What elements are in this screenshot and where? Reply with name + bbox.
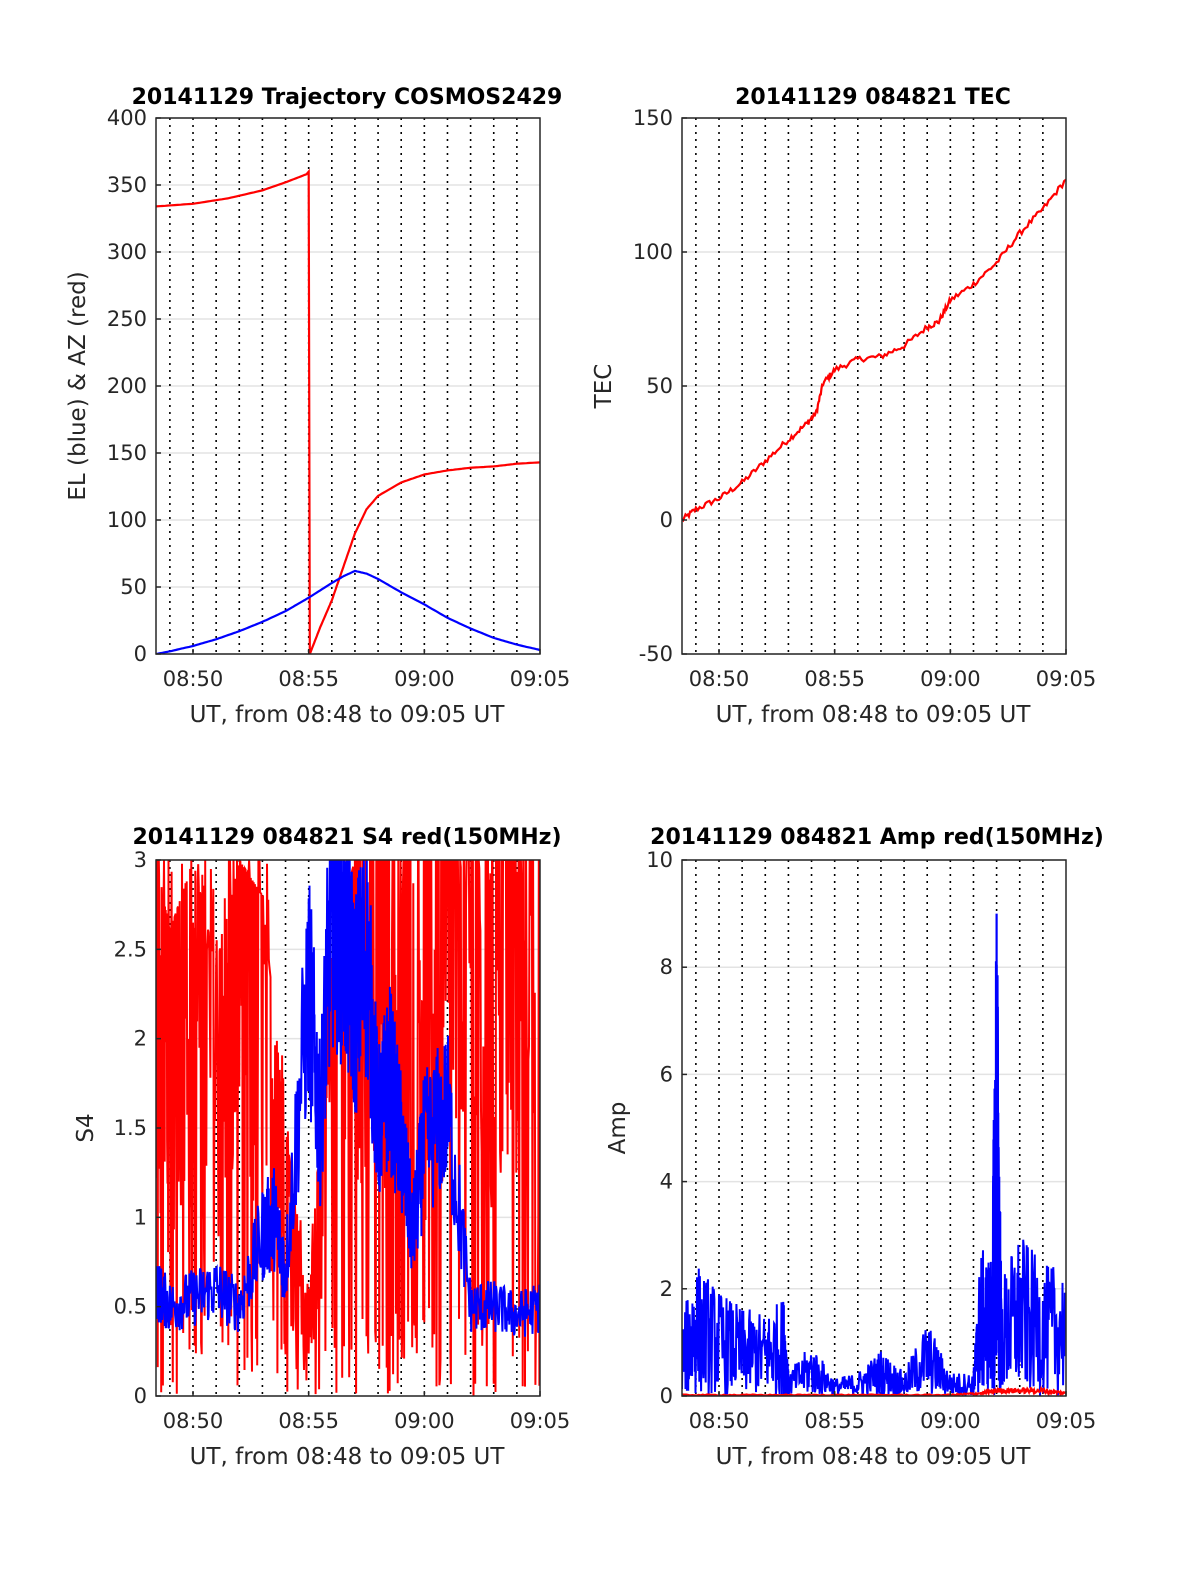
- y-tick-label: 1.5: [114, 1116, 147, 1140]
- x-tick-label: 09:05: [510, 1409, 571, 1433]
- panel-title: 20141129 Trajectory COSMOS2429: [132, 85, 563, 110]
- s4-panel: 20141129 084821 S4 red(150MHz) UT, from …: [73, 825, 570, 1470]
- y-tick-label: 50: [646, 374, 673, 398]
- y-tick-label: 2.5: [114, 937, 147, 961]
- y-tick-label: 2: [660, 1277, 673, 1301]
- x-tick-label: 08:50: [689, 1409, 750, 1433]
- panel-title: 20141129 084821 S4 red(150MHz): [132, 825, 561, 850]
- x-tick-label: 08:55: [278, 667, 339, 691]
- y-tick-label: 100: [633, 240, 673, 264]
- x-tick-label: 09:05: [1036, 667, 1097, 691]
- y-tick-label: 200: [107, 374, 147, 398]
- x-tick-label: 08:50: [163, 1409, 224, 1433]
- x-tick-label: 09:05: [510, 667, 571, 691]
- x-axis-label: UT, from 08:48 to 09:05 UT: [190, 702, 506, 728]
- x-tick-label: 08:55: [804, 667, 865, 691]
- y-tick-label: 6: [660, 1062, 673, 1086]
- x-axis-label: UT, from 08:48 to 09:05 UT: [190, 1444, 506, 1470]
- y-tick-label: 3: [134, 848, 147, 872]
- y-tick-label: 0: [134, 1384, 147, 1408]
- x-tick-label: 09:00: [394, 667, 455, 691]
- y-tick-label: 400: [107, 106, 147, 130]
- y-axis-label: TEC: [591, 364, 617, 410]
- y-tick-label: 0.5: [114, 1295, 147, 1319]
- y-tick-label: 150: [107, 441, 147, 465]
- trajectory-panel: 20141129 Trajectory COSMOS2429 UT, from …: [65, 85, 570, 728]
- series-line-0: [156, 860, 540, 1396]
- series-line-1: [156, 860, 540, 1337]
- y-axis-label: Amp: [605, 1102, 631, 1155]
- amp-panel: 20141129 084821 Amp red(150MHz) UT, from…: [605, 825, 1104, 1470]
- y-tick-label: 350: [107, 173, 147, 197]
- x-tick-label: 09:00: [394, 1409, 455, 1433]
- y-tick-label: 2: [134, 1027, 147, 1051]
- x-axis-label: UT, from 08:48 to 09:05 UT: [716, 1444, 1032, 1470]
- y-tick-label: 50: [120, 575, 147, 599]
- panel-title: 20141129 084821 Amp red(150MHz): [650, 825, 1104, 850]
- series-line-0: [682, 178, 1066, 523]
- y-tick-label: -50: [639, 642, 673, 666]
- x-tick-label: 09:00: [920, 667, 981, 691]
- y-tick-label: 4: [660, 1170, 673, 1194]
- y-tick-label: 100: [107, 508, 147, 532]
- y-tick-label: 300: [107, 240, 147, 264]
- x-tick-label: 08:55: [804, 1409, 865, 1433]
- y-tick-label: 250: [107, 307, 147, 331]
- series-line-0: [156, 168, 540, 654]
- x-tick-label: 08:55: [278, 1409, 339, 1433]
- y-tick-label: 150: [633, 106, 673, 130]
- y-axis-label: S4: [73, 1113, 99, 1142]
- y-tick-label: 0: [134, 642, 147, 666]
- panel-title: 20141129 084821 TEC: [735, 85, 1011, 110]
- y-axis-label: EL (blue) & AZ (red): [65, 271, 91, 500]
- x-tick-label: 09:00: [920, 1409, 981, 1433]
- axes-frame: [681, 859, 1067, 1397]
- tec-panel: 20141129 084821 TEC UT, from 08:48 to 09…: [591, 85, 1096, 728]
- x-axis-label: UT, from 08:48 to 09:05 UT: [716, 702, 1032, 728]
- series-line-0: [682, 961, 1066, 1396]
- y-tick-label: 0: [660, 508, 673, 532]
- y-tick-label: 10: [646, 848, 673, 872]
- x-tick-label: 08:50: [689, 667, 750, 691]
- x-tick-label: 09:05: [1036, 1409, 1097, 1433]
- y-tick-label: 0: [660, 1384, 673, 1408]
- y-tick-label: 1: [134, 1205, 147, 1229]
- series-line-1: [156, 569, 540, 654]
- y-tick-label: 8: [660, 955, 673, 979]
- series-line-1: [682, 1385, 1066, 1396]
- x-tick-label: 08:50: [163, 667, 224, 691]
